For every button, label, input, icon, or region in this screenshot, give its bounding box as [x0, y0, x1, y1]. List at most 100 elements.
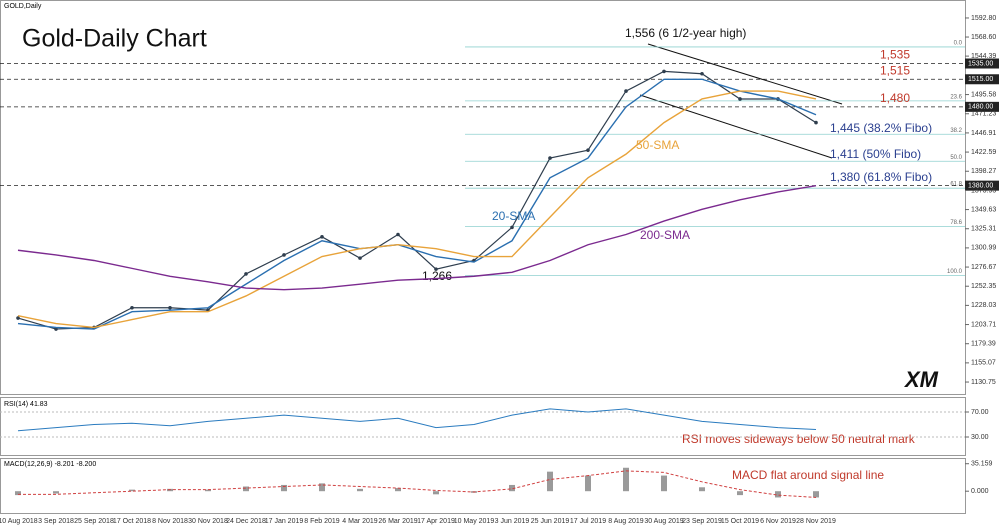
- annotation: 1,556 (6 1/2-year high): [625, 26, 746, 40]
- y-tick-label: 1228.03: [971, 302, 996, 309]
- price-point: [738, 97, 742, 101]
- y-tick-label: 1300.99: [971, 245, 996, 252]
- x-tick-label: 17 Jul 2019: [570, 518, 606, 525]
- price-point: [814, 120, 818, 125]
- y-tick-label: 35.159: [971, 461, 993, 468]
- x-tick-label: 30 Aug 2019: [644, 518, 683, 525]
- x-tick-label: 17 Oct 2018: [113, 518, 151, 525]
- y-tick-label: 1373.95: [971, 187, 996, 194]
- rsi-title: RSI(14) 41.83: [4, 401, 48, 408]
- fibo-label: 78.6: [950, 220, 962, 226]
- x-tick-label: 23 Sep 2019: [682, 518, 722, 525]
- series-label: 200-SMA: [640, 228, 690, 242]
- x-tick-label: 24 Dec 2018: [226, 518, 266, 525]
- x-tick-label: 10 Aug 2018: [0, 518, 38, 525]
- y-tick-label: 1471.23: [971, 111, 996, 118]
- annotation: 1,266: [422, 269, 452, 283]
- price-point: [282, 253, 286, 257]
- x-tick-label: 17 Jan 2019: [265, 518, 304, 525]
- y-tick-label: 1446.91: [971, 130, 996, 137]
- bar: [509, 484, 515, 492]
- x-tick-label: 17 Apr 2019: [417, 518, 455, 525]
- annotation: 1,535: [880, 48, 910, 62]
- logo: XM: [903, 367, 939, 392]
- series-label: 50-SMA: [636, 138, 679, 152]
- x-tick-label: 6 Nov 2019: [760, 518, 796, 525]
- price-point: [662, 69, 666, 74]
- annotation: RSI moves sideways below 50 neutral mark: [682, 432, 916, 446]
- series-label: 20-SMA: [492, 209, 535, 223]
- price-point: [16, 316, 20, 320]
- bar: [243, 486, 249, 492]
- y-tick-label: 1422.59: [971, 149, 996, 156]
- bar: [129, 489, 135, 492]
- price-point: [586, 148, 590, 152]
- level-tag: [965, 101, 999, 112]
- bar: [15, 491, 21, 496]
- line: [17, 78, 817, 330]
- y-tick-label: 30.00: [971, 434, 989, 441]
- x-tick-label: 15 Oct 2019: [721, 518, 759, 525]
- price-point: [510, 225, 514, 230]
- bar: [547, 471, 553, 492]
- line: [17, 184, 817, 291]
- y-tick-label: 0.000: [971, 488, 989, 495]
- bar: [775, 491, 781, 498]
- annotation: 1,480: [880, 91, 910, 105]
- annotation: 1,515: [880, 63, 910, 77]
- bar: [661, 475, 667, 492]
- price-point: [548, 156, 552, 160]
- bar: [699, 487, 705, 492]
- price-point: [320, 235, 324, 239]
- fibo-label: 23.6: [950, 94, 962, 100]
- y-tick-label: 1568.60: [971, 34, 996, 41]
- annotation: MACD flat around signal line: [732, 468, 884, 482]
- fibo-label: 100.0: [947, 269, 963, 275]
- x-tick-label: 25 Sep 2018: [74, 518, 114, 525]
- bar: [357, 488, 363, 492]
- x-tick-label: 8 Aug 2019: [608, 518, 644, 525]
- y-tick-label: 1130.75: [971, 379, 996, 386]
- price-point: [168, 305, 172, 310]
- price-point: [130, 305, 134, 310]
- line: [17, 90, 817, 329]
- annotation: 1,380 (61.8% Fibo): [830, 170, 932, 184]
- y-tick-label: 1592.80: [971, 15, 996, 22]
- line: [17, 70, 817, 330]
- fibo-label: 50.0: [950, 155, 962, 161]
- channel-lower: [639, 94, 833, 159]
- y-tick-label: 1179.39: [971, 341, 996, 348]
- price-point: [396, 232, 400, 237]
- symbol-label: GOLD,Daily: [4, 3, 42, 10]
- bar: [433, 491, 439, 495]
- bar: [395, 488, 401, 492]
- price-point: [434, 267, 438, 271]
- bar: [623, 467, 629, 492]
- fibo-label: 0.0: [954, 41, 963, 47]
- bar: [737, 491, 743, 496]
- level-tag: [965, 74, 999, 85]
- y-tick-label: 70.00: [971, 409, 989, 416]
- y-tick-label: 1203.71: [971, 321, 996, 328]
- x-tick-label: 3 Sep 2018: [38, 518, 74, 525]
- signal-line: [18, 470, 817, 498]
- annotation: 1,445 (38.2% Fibo): [830, 121, 932, 135]
- line: [17, 408, 817, 432]
- level-tag: [965, 180, 999, 191]
- bar: [585, 475, 591, 492]
- level-tag: [965, 58, 999, 69]
- level-label: 1480.00: [968, 104, 993, 111]
- bar: [53, 491, 59, 494]
- x-tick-label: 8 Nov 2018: [152, 518, 188, 525]
- y-tick-label: 1252.35: [971, 283, 996, 290]
- y-tick-label: 1495.58: [971, 91, 996, 98]
- rsi-frame: [0, 397, 966, 456]
- price-point: [244, 272, 248, 276]
- y-tick-label: 1276.67: [971, 264, 996, 271]
- y-tick-label: 1155.07: [971, 360, 996, 367]
- channel-upper: [647, 43, 843, 105]
- x-tick-label: 8 Feb 2019: [304, 518, 340, 525]
- x-tick-label: 4 Mar 2019: [342, 518, 378, 525]
